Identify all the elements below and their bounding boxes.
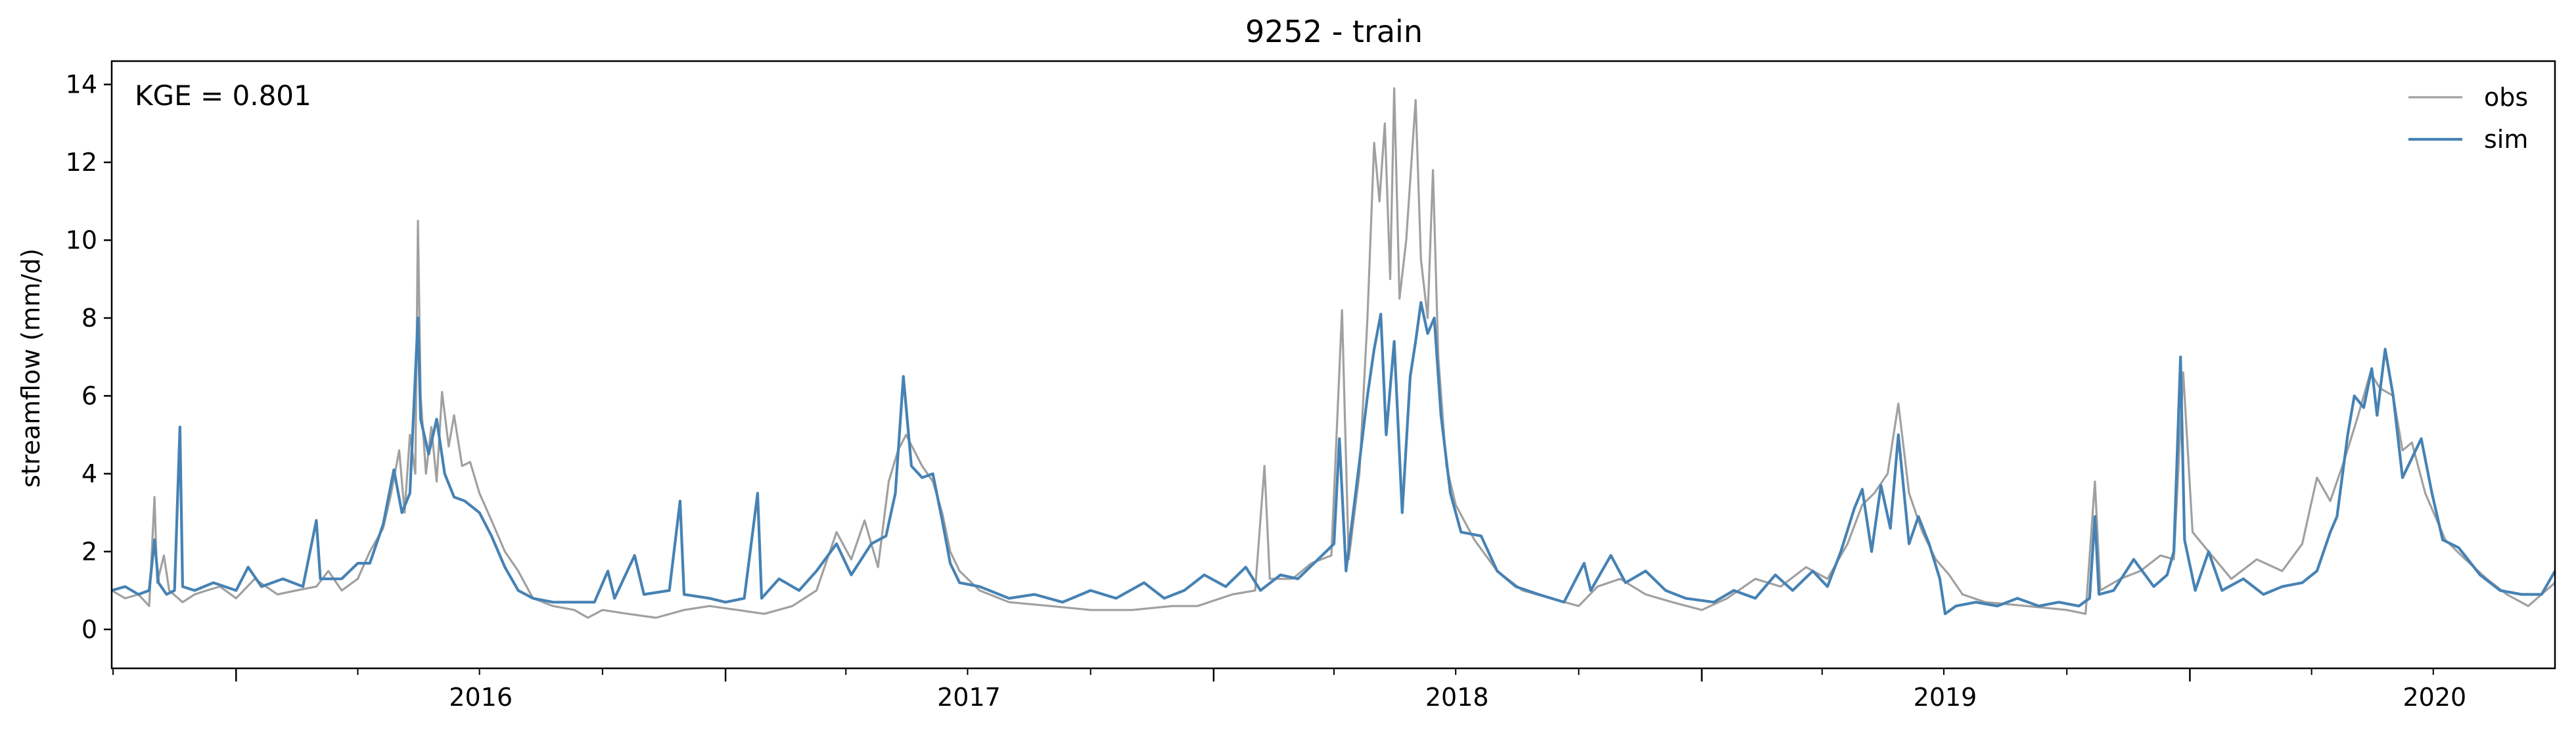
y-tick-label: 2 <box>81 537 97 566</box>
x-tick-label: 2017 <box>937 683 1001 712</box>
y-tick-label: 8 <box>81 304 97 333</box>
chart-title: 9252 - train <box>1245 14 1423 49</box>
series-line-sim <box>111 301 2556 616</box>
plot-area: 0 2 4 6 8 10 12 14 2016 2017 2018 2019 2020 <box>66 60 2556 712</box>
y-tick-label: 6 <box>81 381 97 410</box>
kge-annotation: KGE = 0.801 <box>135 80 311 112</box>
legend-label-obs: obs <box>2484 83 2528 112</box>
x-tick-label: 2018 <box>1425 683 1489 712</box>
y-tick-label: 10 <box>66 225 97 254</box>
y-axis-title: streamflow (mm/d) <box>16 248 45 488</box>
y-tick-label: 0 <box>81 615 97 644</box>
x-tick-label: 2020 <box>2403 683 2466 712</box>
axes-frame <box>110 60 2556 670</box>
y-tick-label: 12 <box>66 148 97 177</box>
x-tick-label: 2016 <box>449 683 513 712</box>
y-tick-label: 14 <box>66 70 97 99</box>
legend: obs sim <box>2408 83 2528 154</box>
x-tick-label: 2019 <box>1914 683 1977 712</box>
legend-label-sim: sim <box>2484 125 2528 154</box>
y-tick-label: 4 <box>81 459 97 488</box>
